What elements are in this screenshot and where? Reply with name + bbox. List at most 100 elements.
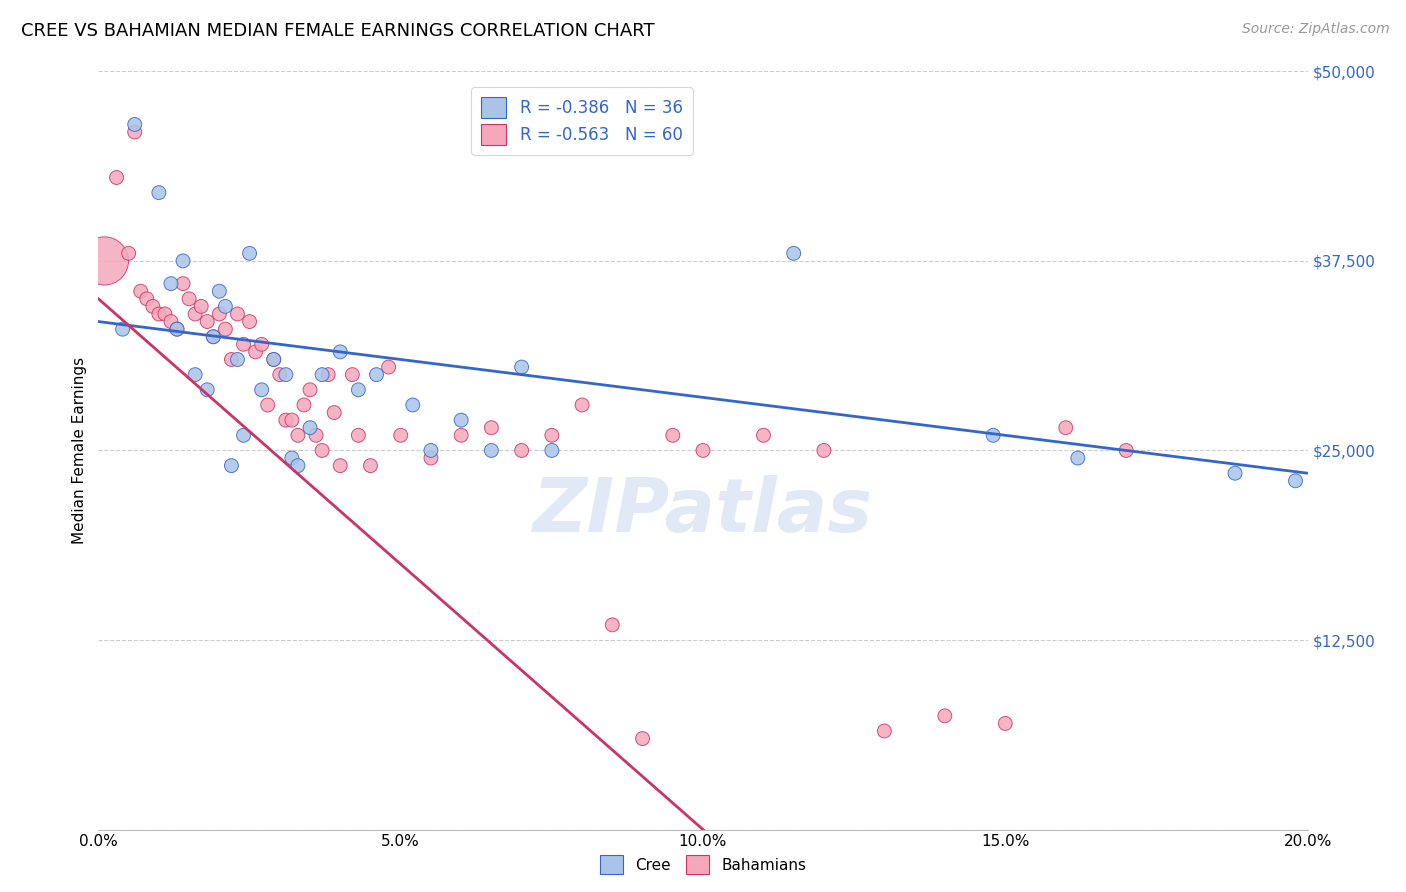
Point: [661, 428, 683, 442]
Point: [250, 337, 273, 351]
Point: [287, 428, 309, 442]
Point: [1284, 474, 1306, 488]
Point: [214, 322, 236, 336]
Point: [510, 443, 533, 458]
Point: [752, 428, 775, 442]
Point: [269, 368, 291, 382]
Point: [111, 322, 134, 336]
Point: [873, 724, 896, 739]
Point: [160, 277, 183, 291]
Point: [347, 383, 370, 397]
Point: [184, 307, 207, 321]
Point: [1223, 466, 1246, 480]
Point: [232, 337, 254, 351]
Point: [571, 398, 593, 412]
Point: [190, 299, 212, 313]
Point: [195, 383, 218, 397]
Point: [135, 292, 157, 306]
Point: [994, 716, 1017, 731]
Point: [105, 170, 128, 185]
Point: [172, 253, 194, 268]
Point: [305, 428, 328, 442]
Point: [342, 368, 364, 382]
Point: [142, 299, 165, 313]
Point: [450, 428, 472, 442]
Point: [450, 413, 472, 427]
Point: [292, 398, 315, 412]
Point: [366, 368, 388, 382]
Point: [263, 352, 285, 367]
Point: [221, 458, 243, 473]
Point: [166, 322, 188, 336]
Point: [692, 443, 714, 458]
Point: [256, 398, 278, 412]
Point: [148, 186, 170, 200]
Point: [934, 708, 956, 723]
Point: [172, 277, 194, 291]
Point: [208, 307, 231, 321]
Point: [118, 246, 141, 260]
Point: [481, 421, 503, 435]
Point: [311, 443, 333, 458]
Point: [239, 314, 262, 328]
Point: [184, 368, 207, 382]
Point: [602, 617, 624, 632]
Point: [510, 359, 533, 375]
Point: [287, 458, 309, 473]
Point: [377, 359, 399, 375]
Point: [360, 458, 382, 473]
Text: ZIPatlas: ZIPatlas: [533, 475, 873, 548]
Point: [195, 314, 218, 328]
Point: [208, 284, 231, 298]
Point: [1115, 443, 1137, 458]
Legend: Cree, Bahamians: Cree, Bahamians: [593, 849, 813, 880]
Point: [239, 246, 262, 260]
Point: [281, 451, 304, 466]
Point: [481, 443, 503, 458]
Legend: R = -0.386   N = 36, R = -0.563   N = 60: R = -0.386 N = 36, R = -0.563 N = 60: [471, 87, 693, 154]
Point: [402, 398, 425, 412]
Point: [124, 117, 146, 131]
Point: [316, 368, 339, 382]
Point: [323, 405, 346, 420]
Point: [299, 383, 322, 397]
Point: [311, 368, 333, 382]
Point: [281, 413, 304, 427]
Point: [250, 383, 273, 397]
Point: [160, 314, 183, 328]
Point: [232, 428, 254, 442]
Point: [226, 352, 249, 367]
Point: [179, 292, 201, 306]
Point: [202, 330, 225, 344]
Point: [274, 368, 297, 382]
Point: [148, 307, 170, 321]
Y-axis label: Median Female Earnings: Median Female Earnings: [72, 357, 87, 544]
Point: [274, 413, 297, 427]
Point: [1067, 451, 1090, 466]
Point: [226, 307, 249, 321]
Point: [93, 253, 115, 268]
Point: [389, 428, 412, 442]
Point: [124, 125, 146, 139]
Point: [221, 352, 243, 367]
Text: CREE VS BAHAMIAN MEDIAN FEMALE EARNINGS CORRELATION CHART: CREE VS BAHAMIAN MEDIAN FEMALE EARNINGS …: [21, 22, 655, 40]
Point: [813, 443, 835, 458]
Point: [329, 344, 352, 359]
Point: [347, 428, 370, 442]
Text: Source: ZipAtlas.com: Source: ZipAtlas.com: [1241, 22, 1389, 37]
Point: [263, 352, 285, 367]
Point: [129, 284, 152, 298]
Point: [540, 443, 562, 458]
Point: [245, 344, 267, 359]
Point: [783, 246, 806, 260]
Point: [420, 451, 443, 466]
Point: [1054, 421, 1077, 435]
Point: [214, 299, 236, 313]
Point: [153, 307, 176, 321]
Point: [981, 428, 1004, 442]
Point: [329, 458, 352, 473]
Point: [540, 428, 562, 442]
Point: [202, 330, 225, 344]
Point: [420, 443, 443, 458]
Point: [631, 731, 654, 746]
